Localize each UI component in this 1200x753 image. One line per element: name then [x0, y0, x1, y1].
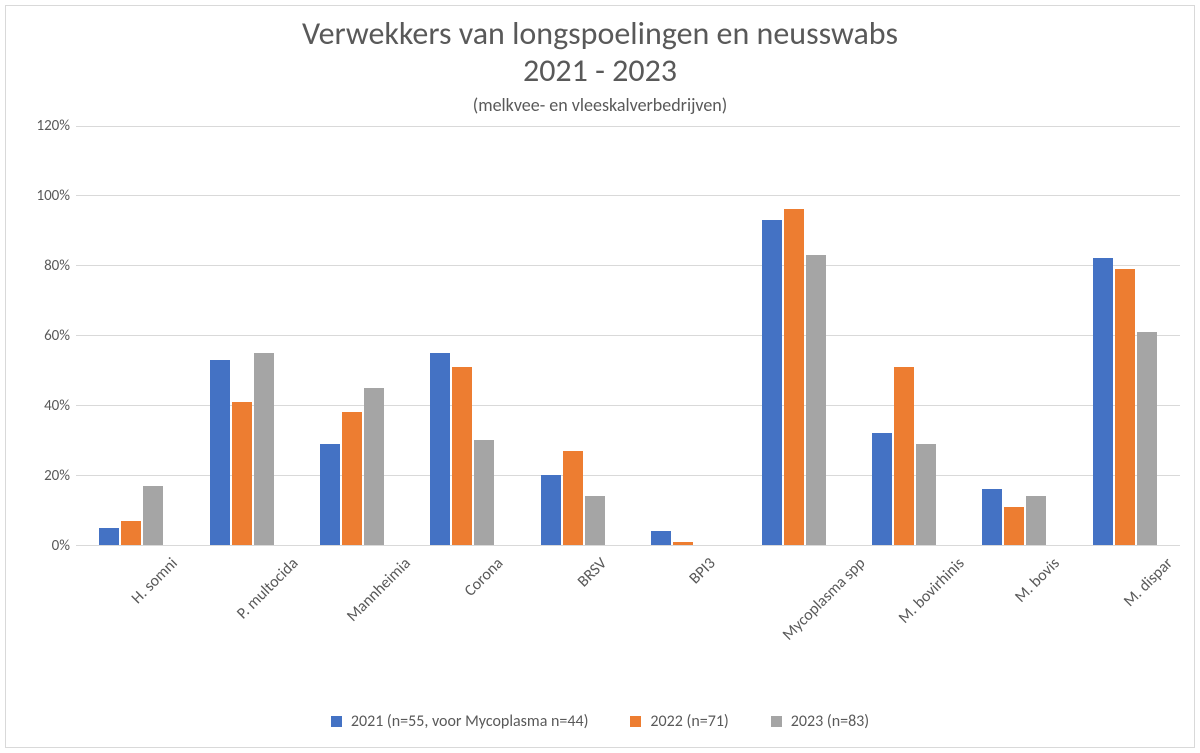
- y-tick-label: 0%: [52, 537, 70, 555]
- chart-subtitle: (melkvee- en vleeskalverbedrijven): [20, 94, 1180, 116]
- bar: [1115, 269, 1135, 545]
- bar: [232, 402, 252, 545]
- bar-group: [518, 126, 628, 545]
- y-tick-label: 20%: [44, 467, 70, 485]
- x-tick-label: H. somni: [76, 546, 186, 706]
- bar: [673, 542, 693, 545]
- bar: [541, 475, 561, 545]
- bar: [872, 433, 892, 545]
- legend-item: 2021 (n=55, voor Mycoplasma n=44): [331, 712, 589, 731]
- bar: [430, 353, 450, 545]
- bar: [585, 496, 605, 545]
- y-tick-label: 40%: [44, 397, 70, 415]
- legend-swatch: [630, 716, 641, 727]
- bar: [894, 367, 914, 545]
- chart-frame: Verwekkers van longspoelingen en neusswa…: [5, 5, 1195, 748]
- plot-area: [76, 126, 1180, 546]
- bar: [342, 412, 362, 545]
- bar: [982, 489, 1002, 545]
- plot-area-wrap: 0%20%40%60%80%100%120%: [20, 126, 1180, 546]
- legend-item: 2023 (n=83): [771, 712, 869, 731]
- legend-label: 2021 (n=55, voor Mycoplasma n=44): [351, 712, 589, 731]
- bar: [784, 209, 804, 545]
- y-axis: 0%20%40%60%80%100%120%: [20, 126, 76, 546]
- chart-title-line2: 2021 - 2023: [523, 51, 677, 90]
- y-tick-label: 80%: [44, 257, 70, 275]
- bar: [364, 388, 384, 545]
- y-tick-label: 60%: [44, 327, 70, 345]
- legend-label: 2023 (n=83): [791, 712, 869, 731]
- bar: [1004, 507, 1024, 545]
- bar: [143, 486, 163, 545]
- bar: [254, 353, 274, 545]
- x-axis-labels: H. somniP. multocidaMannheimiaCoronaBRSV…: [76, 546, 1180, 706]
- bar: [806, 255, 826, 545]
- y-tick-label: 120%: [36, 117, 70, 135]
- bar-group: [186, 126, 296, 545]
- bar: [210, 360, 230, 545]
- bars-container: [76, 126, 1180, 545]
- bar: [1026, 496, 1046, 545]
- bar: [320, 444, 340, 545]
- bar-group: [628, 126, 738, 545]
- chart-title-line1: Verwekkers van longspoelingen en neusswa…: [302, 14, 898, 53]
- chart-title-block: Verwekkers van longspoelingen en neusswa…: [20, 16, 1180, 116]
- bar-group: [76, 126, 186, 545]
- legend-label: 2022 (n=71): [650, 712, 728, 731]
- bar: [452, 367, 472, 545]
- bar: [916, 444, 936, 545]
- bar-group: [297, 126, 407, 545]
- legend-swatch: [771, 716, 782, 727]
- bar-group: [1070, 126, 1180, 545]
- chart-title: Verwekkers van longspoelingen en neusswa…: [20, 16, 1180, 90]
- y-tick-label: 100%: [36, 187, 70, 205]
- bar: [563, 451, 583, 545]
- bar: [1137, 332, 1157, 545]
- bar-group: [738, 126, 848, 545]
- bar-group: [959, 126, 1069, 545]
- bar: [651, 531, 671, 545]
- bar: [121, 521, 141, 545]
- bar-group: [849, 126, 959, 545]
- bar: [1093, 258, 1113, 545]
- legend-item: 2022 (n=71): [630, 712, 728, 731]
- bar: [762, 220, 782, 545]
- bar-group: [407, 126, 517, 545]
- bar: [99, 528, 119, 545]
- bar: [474, 440, 494, 545]
